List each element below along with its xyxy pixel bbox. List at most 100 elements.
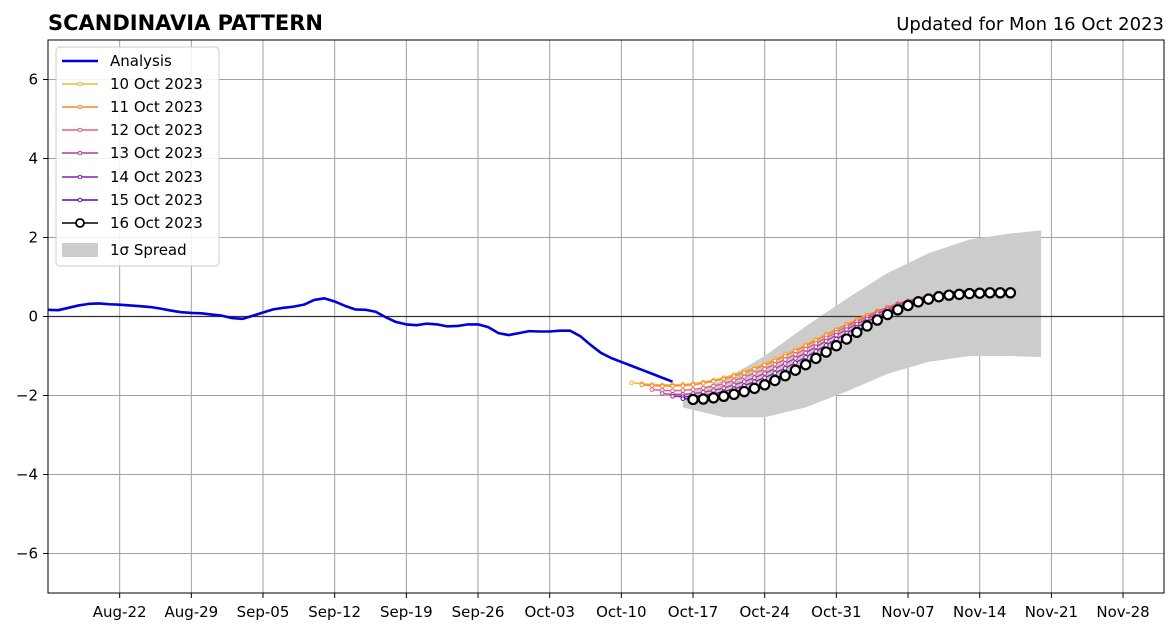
x-tick-label: Aug-29	[164, 603, 218, 621]
forecast-point	[758, 379, 771, 391]
forecast-point	[762, 366, 767, 372]
forecast-point	[963, 287, 976, 300]
forecast-point	[711, 378, 716, 384]
x-tick-label: Sep-19	[380, 603, 433, 621]
forecast-point	[752, 366, 757, 372]
forecast-point	[680, 388, 686, 393]
forecast-point	[649, 383, 655, 388]
legend-label: Analysis	[110, 52, 172, 70]
y-tick-label: 2	[28, 229, 38, 247]
forecast-point	[793, 352, 798, 357]
legend-box	[55, 46, 220, 267]
forecast-point	[799, 358, 812, 371]
legend-label: 13 Oct 2023	[110, 144, 203, 162]
x-tick-label: Nov-07	[881, 603, 934, 621]
forecast-point	[690, 387, 696, 392]
forecast-point	[752, 375, 757, 381]
forecast-point	[690, 382, 696, 388]
legend-marker	[77, 174, 83, 180]
legend-label: 11 Oct 2023	[110, 98, 203, 116]
forecast-point	[803, 346, 808, 352]
chart-title: SCANDINAVIA PATTERN	[48, 11, 323, 35]
x-axis-ticks: Aug-22 Aug-29 Sep-05 Sep-12 Sep-19 Sep-26 Oct-…	[93, 593, 1150, 621]
legend-label: 14 Oct 2023	[110, 168, 203, 186]
forecast-point	[820, 346, 832, 358]
forecast-point	[772, 370, 778, 376]
chart-subtitle: Updated for Mon 16 Oct 2023	[896, 14, 1164, 35]
legend-entry: 11 Oct 2023	[62, 98, 203, 116]
x-tick-label: Nov-21	[1025, 603, 1078, 621]
forecast-point	[680, 396, 686, 401]
legend-swatch	[62, 243, 98, 257]
forecast-point	[793, 360, 798, 366]
x-tick-label: Sep-05	[237, 603, 290, 621]
forecast-point	[660, 391, 665, 396]
x-tick-label: Oct-10	[596, 603, 646, 621]
x-tick-label: Oct-17	[668, 603, 718, 621]
forecast-point	[994, 287, 1006, 299]
x-tick-label: Sep-12	[308, 603, 361, 621]
legend-marker	[77, 81, 83, 87]
x-tick-label: Nov-14	[953, 603, 1006, 621]
forecast-point	[629, 380, 634, 386]
forecast-point	[1004, 287, 1017, 299]
forecast-point	[721, 376, 727, 382]
forecast-point	[738, 385, 750, 398]
forecast-point	[731, 373, 737, 379]
legend-entry: 10 Oct 2023	[62, 75, 203, 93]
forecast-point	[803, 350, 808, 356]
forecast-point	[834, 332, 839, 338]
y-tick-label: 0	[28, 308, 38, 326]
forecast-point	[649, 387, 655, 392]
forecast-point	[861, 320, 873, 332]
forecast-point	[748, 382, 761, 395]
legend-marker	[77, 150, 83, 156]
forecast-point	[670, 393, 675, 399]
forecast-16-oct-2023	[687, 287, 1017, 406]
x-tick-label: Oct-24	[739, 603, 789, 621]
forecast-point	[933, 291, 945, 303]
forecast-point	[813, 348, 819, 354]
legend-label: 15 Oct 2023	[110, 191, 203, 209]
forecast-point	[813, 344, 819, 350]
forecast-point	[871, 314, 884, 326]
x-tick-label: Aug-22	[93, 603, 147, 621]
y-axis-ticks: 6 4 2 0 −2 −4 −6	[16, 71, 48, 563]
forecast-point	[830, 340, 843, 352]
forecast-point	[851, 326, 863, 338]
legend-entry: 14 Oct 2023	[62, 168, 203, 186]
forecast-point	[782, 357, 788, 362]
forecast-point	[741, 370, 747, 376]
analysis-line	[47, 297, 674, 383]
forecast-point	[718, 390, 730, 402]
forecast-point	[762, 362, 767, 368]
x-tick-label: Oct-31	[811, 603, 861, 621]
legend-marker	[77, 197, 83, 203]
x-tick-label: Nov-28	[1096, 603, 1149, 621]
legend-label: 12 Oct 2023	[110, 121, 203, 139]
forecast-point	[912, 296, 924, 308]
legend-marker	[77, 104, 83, 110]
forecast-point	[741, 379, 747, 384]
forecast-point	[731, 378, 737, 383]
forecast-point	[707, 392, 720, 404]
forecast-point	[803, 354, 808, 360]
legend-marker	[75, 218, 85, 228]
y-tick-label: −2	[16, 387, 38, 405]
y-tick-label: −6	[16, 545, 38, 563]
forecast-point	[840, 333, 853, 345]
legend-label: 1σ Spread	[110, 241, 187, 259]
forecast-point	[639, 382, 645, 388]
forecast-point	[922, 293, 935, 305]
forecast-point	[728, 388, 740, 401]
legend: Analysis 10 Oct 2023 11 Oct 2023 12 Oct 202…	[55, 46, 220, 267]
forecast-point	[782, 361, 788, 366]
forecast-point	[881, 308, 894, 321]
forecast-point	[782, 365, 788, 371]
y-tick-label: 4	[28, 150, 38, 168]
forecast-point	[697, 393, 709, 405]
y-tick-label: −4	[16, 466, 38, 484]
forecast-point	[943, 289, 955, 301]
forecast-point	[902, 299, 914, 312]
forecast-point	[700, 380, 706, 386]
